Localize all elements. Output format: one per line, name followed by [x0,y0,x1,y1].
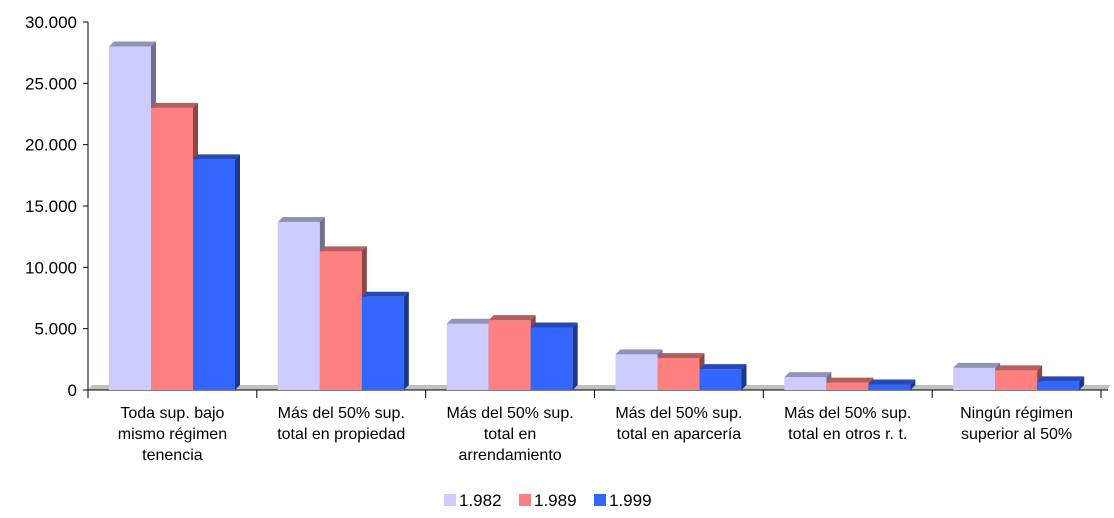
legend-label-1989: 1.989 [534,491,577,510]
bar-top [995,365,1043,371]
bar-front [277,221,320,390]
bar-top [868,379,916,385]
x-category-label: Ningún régimen superior al 50% [960,405,1073,443]
bar-front [361,296,404,390]
x-category-label: Más del 50% sup. total en aparcería [615,405,742,443]
bar-front [446,323,489,390]
x-category-label: Más del 50% sup. total en otros r. t. [784,405,911,443]
bar-1989-1 [319,246,367,390]
bar-1999-2 [530,322,578,390]
bar-top [151,102,198,108]
bar-side [572,322,578,390]
bar-top [1037,376,1085,382]
y-tick-label: 30.000 [25,13,77,32]
bar-1982-0 [109,41,156,391]
legend-label-1999: 1.999 [609,491,652,510]
x-category-label: Más del 50% sup. total en propiedad [277,405,405,443]
bar-front [109,46,151,391]
bar-1999-5 [1037,376,1085,390]
bar-1982-2 [446,318,494,390]
bar-1999-4 [868,379,916,390]
bar-side [403,291,409,390]
legend-swatch-1989 [519,494,531,506]
bar-1982-4 [784,372,832,390]
bar-top [488,315,536,321]
y-tick-label: 20.000 [25,136,77,155]
bar-1989-0 [151,102,198,390]
bar-front [657,358,700,390]
bar-top [109,41,156,47]
bar-1989-2 [488,315,536,390]
legend-swatch-1999 [594,494,606,506]
bar-side [741,364,747,390]
bar-top [446,318,494,324]
chart-axes: 0 5.000 10.000 15.000 20.000 25.000 30.000 [25,13,1108,400]
y-tick-label: 10.000 [25,258,77,277]
bar-top [615,349,663,355]
bar-front [1037,381,1080,390]
bar-front [488,320,531,390]
chart-legend: 1.982 1.989 1.999 [444,491,652,510]
bar-front [826,382,869,390]
bar-top [953,362,1001,368]
bar-top [193,154,240,160]
bar-1999-3 [699,364,747,390]
legend-swatch-1982 [444,494,456,506]
y-tick-label: 15.000 [25,197,77,216]
y-tick-label: 25.000 [25,74,77,93]
bar-top [319,246,367,252]
bar-top [699,364,747,370]
bar-1999-1 [361,291,409,390]
bar-1989-5 [995,365,1043,390]
category-labels: Toda sup. bajo mismo régimen tenencia Más d… [118,405,1073,464]
bar-side [910,379,916,390]
bar-1982-1 [277,216,325,390]
bar-front [615,354,658,390]
bar-top [826,377,874,383]
bar-front [868,384,911,390]
legend-label-1982: 1.982 [459,491,502,510]
chart-bars [109,41,1085,391]
bar-front [995,370,1038,390]
bar-side [235,154,240,390]
bar-side [1079,376,1085,390]
bar-top [784,372,832,378]
y-tick-label: 5.000 [34,320,77,339]
bar-front [151,107,193,390]
bar-top [657,353,705,359]
bar-front [953,367,996,390]
bar-1982-5 [953,362,1001,390]
bar-1989-3 [657,353,705,390]
y-tick-label: 0 [68,381,77,400]
bar-front [319,251,362,390]
bar-front [530,327,573,390]
bar-1989-4 [826,377,874,390]
bar-front [699,369,742,390]
bar-top [530,322,578,328]
bar-1982-3 [615,349,663,390]
x-category-label: Más del 50% sup. total en arrendamiento [446,405,573,464]
bar-top [361,291,409,297]
bar-front [784,377,827,390]
bar-front [193,159,235,390]
bar-top [277,216,325,222]
x-category-label: Toda sup. bajo mismo régimen tenencia [118,405,227,464]
bar-1999-0 [193,154,240,390]
